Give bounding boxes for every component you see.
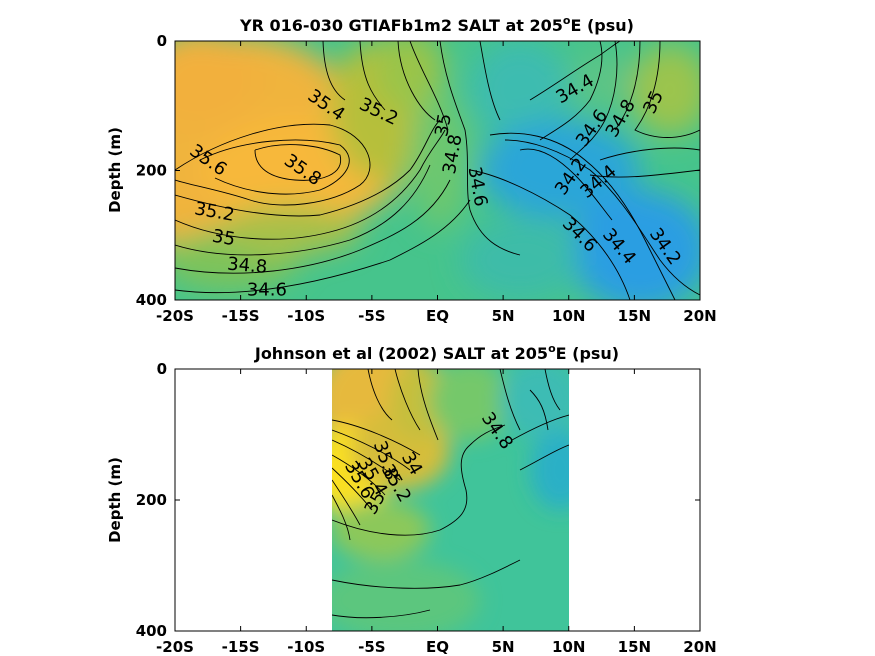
chart-bottom-heatmap bbox=[332, 369, 569, 631]
top-y-tick-label: 0 bbox=[157, 32, 167, 50]
top-x-tick-label: -15S bbox=[222, 307, 260, 325]
bottom-x-tick-label: 20N bbox=[683, 638, 716, 656]
chart-top-title: YR 016-030 GTIAFb1m2 SALT at 205oE (psu) bbox=[239, 14, 634, 35]
top-x-tick-label: 5N bbox=[492, 307, 515, 325]
contour-lines-top bbox=[175, 41, 700, 300]
bottom-x-tick-label: -10S bbox=[287, 638, 325, 656]
top-x-tick-label: 15N bbox=[618, 307, 651, 325]
top-y-tick-label: 200 bbox=[136, 162, 167, 180]
top-contour-label: 35 bbox=[431, 112, 456, 138]
top-contour-label: 34.8 bbox=[226, 254, 268, 278]
top-contour-label: 34.6 bbox=[247, 279, 287, 300]
top-x-tick-label: -10S bbox=[287, 307, 325, 325]
chart-bottom-ylabel: Depth (m) bbox=[106, 457, 124, 543]
bottom-x-tick-label: 5N bbox=[492, 638, 515, 656]
bottom-x-tick-label: -5S bbox=[358, 638, 385, 656]
bottom-y-tick-label: 200 bbox=[136, 491, 167, 509]
top-x-tick-label: 20N bbox=[683, 307, 716, 325]
chart-bottom-title: Johnson et al (2002) SALT at 205oE (psu) bbox=[254, 342, 619, 363]
chart-bottom-x-axis: -20S -15S -10S -5S EQ 5N 10N 15N 20N bbox=[156, 369, 717, 656]
chart-top-y-axis: 0 200 400 bbox=[136, 32, 700, 309]
chart-top-x-axis: -20S -15S -10S -5S EQ 5N 10N 15N 20N bbox=[156, 41, 717, 325]
top-contour-label: 35 bbox=[211, 226, 237, 251]
top-x-tick-label: 10N bbox=[552, 307, 585, 325]
top-x-tick-label: -20S bbox=[156, 307, 194, 325]
top-x-tick-label: EQ bbox=[426, 307, 449, 325]
bottom-x-tick-label: EQ bbox=[426, 638, 449, 656]
bottom-y-tick-label: 0 bbox=[157, 360, 167, 378]
chart-top-heatmap bbox=[175, 41, 700, 300]
bottom-y-tick-label: 400 bbox=[136, 622, 167, 640]
chart-bottom-y-axis: 0 200 400 bbox=[136, 360, 700, 640]
chart-top: YR 016-030 GTIAFb1m2 SALT at 205oE (psu) bbox=[106, 14, 717, 325]
bottom-x-tick-label: 15N bbox=[618, 638, 651, 656]
top-y-tick-label: 400 bbox=[136, 291, 167, 309]
bottom-x-tick-label: -20S bbox=[156, 638, 194, 656]
chart-bottom: Johnson et al (2002) SALT at 205oE (psu) bbox=[106, 342, 717, 656]
bottom-x-tick-label: 10N bbox=[552, 638, 585, 656]
chart-top-ylabel: Depth (m) bbox=[106, 127, 124, 213]
bottom-x-tick-label: -15S bbox=[222, 638, 260, 656]
top-x-tick-label: -5S bbox=[358, 307, 385, 325]
contour-lines-bottom bbox=[332, 369, 569, 619]
